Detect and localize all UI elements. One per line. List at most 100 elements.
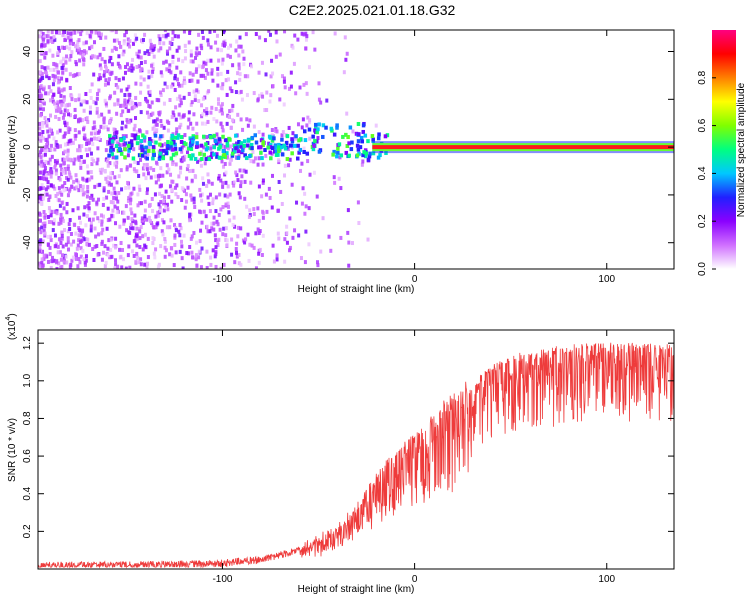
spectrogram-cell [148,89,152,94]
spectrogram-cell [90,193,94,198]
spectrogram-cell [128,265,132,269]
spectrogram-cell [76,180,80,185]
spectrogram-cell [183,154,187,159]
spectrogram-cell [214,195,218,200]
spectrogram-cell [267,186,271,191]
spectrogram-cell [121,109,125,114]
spectrogram-cell [199,43,203,48]
spectrogram-cell [232,183,236,188]
spectrogram-cell [171,54,175,59]
spectrogram-cell [112,131,116,136]
spectrogram-cell [96,183,100,188]
spectrogram-cell [200,156,204,161]
spectrogram-cell [98,73,102,78]
spectrogram-cell [44,172,48,177]
spectrogram-cell [150,100,154,105]
spectrogram-cell [226,69,230,74]
spectrogram-cell [361,129,365,134]
spectrogram-cell [46,185,50,190]
spectrogram-cell [49,143,53,148]
spectrogram-cell [184,49,188,54]
spectrogram-cell [270,138,275,143]
spectrogram-cell [77,188,81,193]
spectrogram-cell [115,210,119,215]
spectrogram-cell [78,215,82,220]
spectrogram-cell [203,75,207,80]
spectrogram-cell [40,225,44,230]
spectrogram-cell [155,117,159,122]
spectrogram-cell [191,59,195,64]
spectrogram-cell [87,206,91,211]
spectrogram-cell [259,145,263,150]
spectrogram-cell [363,154,368,159]
spectrogram-cell [123,98,127,103]
spectrogram-cell [153,128,157,133]
spectrogram-cell [88,147,92,152]
spectrogram-cell [223,144,227,149]
spectrogram-cell [87,242,91,247]
spectrogram-cell [253,156,257,161]
spectrogram-cell [234,146,238,151]
spectrogram-cell [216,66,220,71]
spectrogram-cell [180,149,184,154]
spectrogram-cell [189,49,193,54]
spectrogram-cell [122,41,126,46]
spectrogram-cell [198,239,202,244]
spectrogram-cell [223,161,227,166]
spectrogram-cell [99,35,103,40]
spectrogram-cell [315,130,319,135]
spectrogram-cell [313,122,318,127]
spectrogram-cell [226,204,230,209]
spectrogram-cell [290,182,294,187]
spectrogram-cell [47,220,51,225]
spectrogram-cell [228,158,232,163]
spectrogram-cell [234,48,238,53]
spectrogram-cell [81,184,85,189]
spectrogram-cell [189,146,194,151]
spectrogram-cell [134,221,138,226]
spectrogram-cell [113,190,117,195]
spectrogram-cell [77,47,81,52]
spectrogram-cell [344,132,348,137]
spectrogram-cell [63,166,67,171]
spectrogram-cell [84,147,88,152]
spectrogram-cell [311,147,316,152]
spectrogram-cell [66,177,70,182]
spectrogram-cell [246,232,250,237]
spectrogram-cell [170,246,174,251]
spectrogram-cell [93,184,97,189]
spectrogram-cell [94,30,98,35]
spectrogram-cell [274,149,279,154]
spectrogram-cell [252,91,256,96]
spectrogram-cell [144,98,148,103]
spectrogram-cell [246,138,251,143]
spectrogram-cell [152,119,156,124]
spectrogram-cell [196,89,200,94]
spectrogram-cell [282,102,286,107]
spectrogram-cell [175,77,179,82]
spectrogram-cell [38,227,42,232]
spectrogram-cell [77,256,81,261]
spectrogram-cell [259,148,263,153]
spectrogram-cell [283,237,287,242]
spectrogram-cell [325,98,329,103]
spectrogram-cell [174,151,179,156]
spectrogram-cell [49,183,53,188]
spectrogram-cell [221,82,225,87]
spectrogram-cell [62,56,66,61]
spectrogram-cell [70,94,74,99]
spectrogram-cell [145,167,149,172]
spectrogram-cell [231,222,235,227]
spectrogram-cell [291,235,295,240]
spectrogram-cell [192,112,196,117]
spectrogram-cell [86,242,90,247]
spectrogram-cell [83,136,87,141]
spectrogram-cell [88,138,92,143]
spectrogram-cell [283,30,287,34]
spectrogram-cell [66,166,70,171]
snr-frame [37,329,675,570]
spectrogram-cell [49,38,53,43]
spectrogram-cell [38,195,42,200]
spectrogram-cell [196,79,200,84]
spectrogram-cell [114,76,118,81]
